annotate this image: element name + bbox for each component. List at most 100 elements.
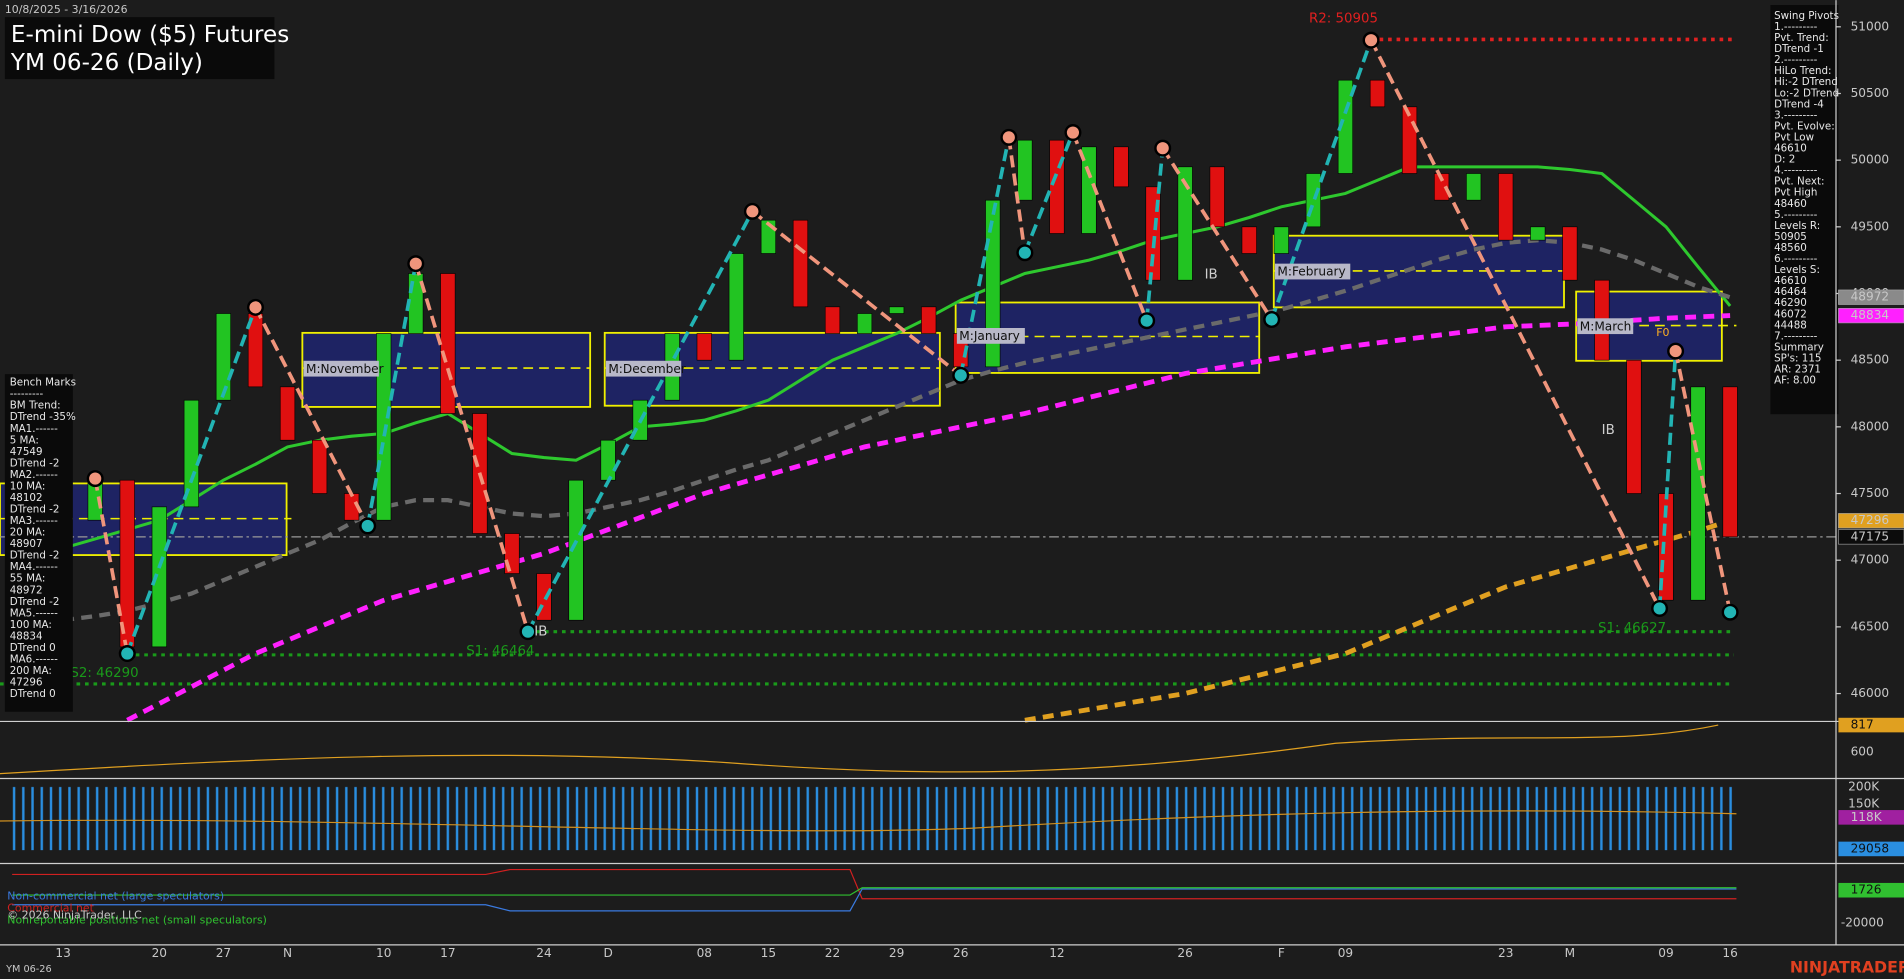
panel-line: 4.---------: [1774, 165, 1818, 177]
panel-line: AR: 2371: [1774, 364, 1821, 376]
candle: [312, 439, 328, 494]
subtitle: YM 06-26 (Daily): [10, 50, 203, 76]
instrument: YM 06-26: [5, 964, 52, 975]
x-tick-label: D: [603, 946, 612, 960]
panel-line: 5 MA:: [10, 434, 39, 446]
volume-ma: [0, 810, 1737, 832]
moving-average: [126, 313, 1731, 723]
panel-line: Pvt. Trend:: [1774, 32, 1829, 44]
y-tick-label: 47500: [1851, 486, 1890, 500]
box-label: M:March: [1580, 319, 1632, 333]
pivot-segment: [125, 306, 258, 655]
level-label: S1: 46627: [1598, 621, 1666, 636]
pivot-point: [519, 623, 537, 641]
pivot-point: [1721, 603, 1739, 621]
x-tick-label: 15: [761, 946, 776, 960]
pane-label: 600: [1851, 744, 1874, 758]
pivot-point: [1263, 311, 1281, 329]
cot-small: [12, 887, 1737, 896]
level-label: R2: 50905: [1309, 11, 1378, 26]
level-label: S1: 46464: [466, 644, 534, 659]
pivot-point: [1362, 31, 1380, 49]
pivot-point: [86, 470, 104, 488]
y-tick-label: 50000: [1851, 153, 1890, 167]
candle: [1273, 226, 1289, 254]
x-tick-label: 13: [55, 946, 70, 960]
panel-line: Lo:-2 DTrend: [1774, 87, 1839, 99]
x-tick-label: 24: [536, 946, 552, 960]
x-tick-label: 20: [152, 946, 167, 960]
pane-label: 150K: [1848, 797, 1880, 811]
candle: [921, 306, 937, 334]
volume-bars: [12, 783, 1737, 862]
f0-label: F0: [1656, 326, 1669, 339]
pivot-segment: [253, 306, 370, 527]
candle: [1466, 173, 1482, 201]
ib-label: IB: [534, 625, 547, 640]
panel-line: DTrend -35%: [10, 411, 76, 423]
candle: [1498, 173, 1514, 241]
level-labels: R2: 50905 S1: 46464 S2: 46290 S1: 46627: [70, 11, 1666, 681]
pane-borders: [0, 0, 1904, 946]
panel-line: 200 MA:: [10, 665, 52, 677]
pivot-point: [1651, 599, 1669, 617]
pane-label: 817: [1851, 718, 1874, 732]
candle: [600, 439, 616, 481]
pivot-segment: [1369, 39, 1662, 610]
date-range: 10/8/2025 - 3/16/2026: [5, 3, 128, 16]
panel-line: MA4.------: [10, 561, 58, 573]
candle: [1305, 173, 1321, 228]
panel-line: MA6.------: [10, 654, 58, 666]
panel-line: DTrend -1: [1774, 43, 1824, 55]
x-tick-label: 09: [1338, 946, 1353, 960]
panel-line: DTrend -2: [10, 457, 60, 469]
candle: [824, 306, 841, 334]
y-tick-label: 46500: [1851, 619, 1890, 633]
candle: [856, 313, 873, 334]
box-label: M:November: [306, 362, 384, 376]
pivot-point: [743, 202, 761, 220]
box-label: M:February: [1277, 265, 1345, 279]
panel-line: Summary: [1774, 341, 1824, 353]
pane-label: 29058: [1851, 841, 1890, 855]
swing-panel: [1770, 5, 1839, 415]
legend-entry: Non-commercial net (large speculators): [7, 889, 224, 902]
panel-line: MA3.------: [10, 515, 58, 527]
panel-line: 46290: [1774, 297, 1807, 309]
pivot-segment: [1673, 350, 1732, 613]
pivot-point: [1000, 128, 1018, 146]
panel-line: 46610: [1774, 143, 1807, 155]
pivot-segment: [526, 210, 754, 633]
panel-line: 48834: [10, 630, 43, 642]
copyright: © 2026 NinjaTrader, LLC: [7, 909, 142, 922]
panel-line: 7.---------: [1774, 330, 1818, 342]
panel-line: 5.---------: [1774, 209, 1818, 221]
price-tag-label: 47296: [1851, 513, 1890, 527]
candle: [792, 219, 809, 308]
x-tick-label: 23: [1498, 946, 1513, 960]
pivot-segment: [414, 263, 530, 633]
pivot-segment: [93, 478, 130, 654]
pivot-point: [1064, 124, 1082, 142]
pivot-point: [407, 255, 425, 273]
pivot-segment: [365, 263, 418, 527]
x-tick-label: 22: [825, 946, 840, 960]
panel-line: Levels R:: [1774, 220, 1820, 232]
panel-line: MA5.------: [10, 607, 58, 619]
panel-line: 44488: [1774, 319, 1807, 331]
moving-average: [62, 238, 1731, 623]
x-tick-label: 12: [1049, 946, 1064, 960]
panel-line: 47296: [10, 677, 43, 689]
panel-line: 2.---------: [1774, 54, 1818, 66]
panel-line: 20 MA:: [10, 527, 46, 539]
candle: [279, 386, 296, 441]
pivot-segment: [751, 209, 962, 377]
x-tick-label: 16: [1722, 946, 1737, 960]
pivot-segment: [1007, 137, 1027, 253]
title: E-mini Dow ($5) Futures: [11, 22, 289, 48]
x-tick-label: 27: [216, 946, 231, 960]
panel-line: 48907: [10, 538, 43, 550]
pane-label: 200K: [1848, 780, 1880, 794]
panel-line: 6.---------: [1774, 253, 1818, 265]
